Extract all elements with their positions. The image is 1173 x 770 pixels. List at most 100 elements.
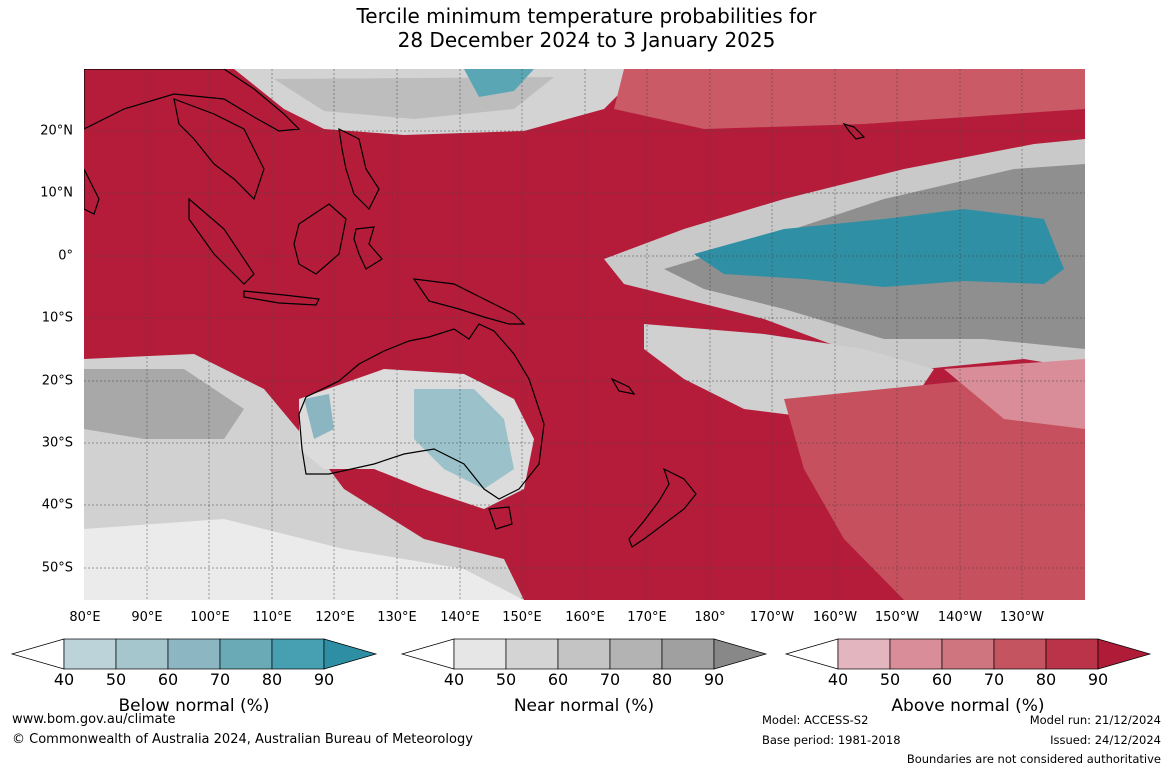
legend-near-normal [400, 638, 768, 670]
sumatra-coastline [188, 197, 255, 285]
colorbar-below-normal [10, 638, 378, 670]
lon-label-90e: 90°E [131, 610, 163, 625]
colorbar-above-normal-swatch-1 [837, 638, 891, 670]
lon-label-160w: 160°W [812, 610, 858, 625]
asia-coast-north [84, 69, 301, 132]
legend-below-tick-60: 60 [157, 670, 179, 689]
indochina-coastline [173, 98, 265, 201]
lon-label-140w: 140°W [937, 610, 983, 625]
above-normal-light-southeast-2 [944, 359, 1085, 429]
borneo-coastline [293, 203, 347, 275]
legend-below-tick-40: 40 [53, 670, 75, 689]
lon-label-110e: 110°E [252, 610, 292, 625]
java-coastline [243, 290, 320, 306]
legend-above-title: Above normal (%) [891, 696, 1045, 716]
below-normal-region-pacific [694, 209, 1064, 287]
colorbar-near-normal-swatch-3 [557, 638, 611, 670]
colorbar-below-normal-arrow-high [323, 638, 378, 670]
legend-near-tick-90: 90 [703, 670, 725, 689]
new-guinea-coastline [412, 278, 526, 325]
colorbar-above-normal-swatch-5 [1045, 638, 1099, 670]
lon-label-160e: 160°E [565, 610, 605, 625]
colorbar-below-normal-swatch-4 [219, 638, 273, 670]
below-normal-region-north [464, 69, 534, 97]
legend-above-tick-40: 40 [827, 670, 849, 689]
colorbar-near-normal-swatch-2 [505, 638, 559, 670]
colorbar-above-normal-arrow-high [1097, 638, 1152, 670]
lon-label-180: 180° [694, 610, 726, 625]
colorbar-near-normal-swatch-4 [609, 638, 663, 670]
legend-above-tick-80: 80 [1035, 670, 1057, 689]
lon-label-120e: 120°E [315, 610, 355, 625]
legend-near-tick-40: 40 [443, 670, 465, 689]
colorbar-near-normal [400, 638, 768, 670]
legend-near-tick-60: 60 [547, 670, 569, 689]
tasmania-coastline [488, 506, 513, 530]
footer-model-run: Model run: 21/12/2024 [1029, 713, 1161, 727]
lat-label-10n: 10°N [40, 185, 73, 201]
colorbar-above-normal-swatch-4 [993, 638, 1047, 670]
legend-below-title: Below normal (%) [118, 696, 270, 716]
above-normal-light-southeast [784, 369, 1085, 600]
colorbar-above-normal-swatch-3 [941, 638, 995, 670]
colorbar-above-normal-swatch-2 [889, 638, 943, 670]
lon-label-80e: 80°E [69, 610, 101, 625]
legend-above-tick-70: 70 [983, 670, 1005, 689]
footer-url[interactable]: www.bom.gov.au/climate [12, 712, 176, 727]
lat-label-20s: 20°S [41, 373, 73, 389]
legend-near-tick-50: 50 [495, 670, 517, 689]
lon-label-100e: 100°E [190, 610, 230, 625]
near-normal-region-southwest-dark [84, 369, 244, 439]
legend-above-tick-50: 50 [879, 670, 901, 689]
footer-base-period: Base period: 1981-2018 [762, 733, 901, 747]
legend-near-title: Near normal (%) [513, 696, 655, 716]
colorbar-near-normal-swatch-1 [453, 638, 507, 670]
lat-label-30s: 30°S [41, 435, 73, 451]
gridlines [84, 69, 1085, 600]
legend-below-tick-70: 70 [209, 670, 231, 689]
colorbar-below-normal-swatch-2 [115, 638, 169, 670]
colorbar-near-normal-arrow-low [400, 638, 455, 670]
lon-label-150w: 150°W [874, 610, 920, 625]
below-normal-region-west-australia [304, 394, 334, 439]
legend-below-tick-90: 90 [313, 670, 335, 689]
legend-below-tick-80: 80 [261, 670, 283, 689]
legend-above-tick-60: 60 [931, 670, 953, 689]
colorbar-below-normal-swatch-3 [167, 638, 221, 670]
legend-below-tick-50: 50 [105, 670, 127, 689]
australia-coastline [298, 323, 545, 500]
sulawesi-coastline [353, 226, 383, 270]
lon-label-140e: 140°E [440, 610, 480, 625]
lat-label-50s: 50°S [41, 560, 73, 576]
title-line-1: Tercile minimum temperature probabilitie… [356, 4, 817, 28]
coastlines [84, 69, 866, 548]
below-normal-region-australia [414, 389, 514, 489]
legend-above-tick-90: 90 [1087, 670, 1109, 689]
colorbar-below-normal-arrow-low [10, 638, 65, 670]
footer-model: Model: ACCESS-S2 [762, 713, 869, 727]
footer-disclaimer: Boundaries are not considered authoritat… [906, 752, 1161, 766]
lat-label-10s: 10°S [41, 310, 73, 326]
new-zealand-coastline [628, 467, 697, 548]
colorbar-above-normal-arrow-low [784, 638, 839, 670]
lat-label-0: 0° [58, 248, 73, 264]
colorbar-near-normal-swatch-5 [661, 638, 715, 670]
hawaii-coastline [842, 122, 866, 140]
lon-label-170e: 170°E [627, 610, 667, 625]
footer-issued: Issued: 24/12/2024 [1050, 733, 1161, 747]
colorbar-near-normal-arrow-high [713, 638, 768, 670]
map-title: Tercile minimum temperature probabilitie… [0, 4, 1173, 52]
legend-near-tick-80: 80 [651, 670, 673, 689]
lon-label-130w: 130°W [999, 610, 1045, 625]
above-normal-light-southwest [84, 519, 524, 600]
title-line-2: 28 December 2024 to 3 January 2025 [397, 28, 776, 52]
new-caledonia-coastline [610, 377, 636, 395]
legend-near-tick-70: 70 [599, 670, 621, 689]
lon-label-150e: 150°E [502, 610, 542, 625]
legend-below-normal [10, 638, 378, 670]
lat-label-20n: 20°N [40, 123, 73, 139]
colorbar-below-normal-swatch-1 [63, 638, 117, 670]
colorbar-above-normal [784, 638, 1152, 670]
probability-map [84, 69, 1085, 600]
lon-label-170w: 170°W [749, 610, 795, 625]
